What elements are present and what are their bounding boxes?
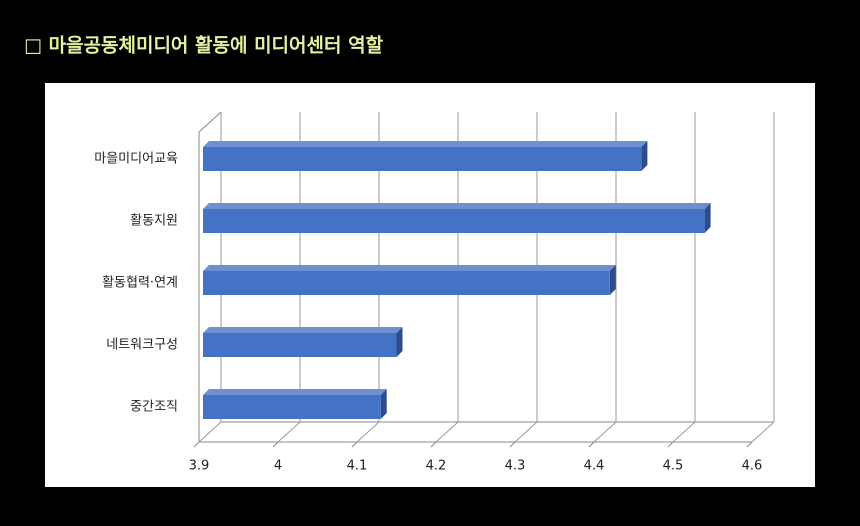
wall-edge	[198, 111, 222, 133]
grid-line	[277, 421, 301, 443]
grid-line	[672, 421, 696, 443]
x-tick-label: 4.6	[742, 459, 763, 474]
grid-line	[198, 421, 222, 443]
tick-mark	[272, 441, 279, 448]
x-tick-label: 3.9	[189, 459, 210, 474]
bar-side	[704, 203, 711, 233]
y-tick-label: 활동협력·연계	[102, 276, 178, 291]
tick-mark	[588, 441, 595, 448]
bar	[203, 147, 642, 171]
bar	[203, 209, 705, 233]
bar	[203, 395, 381, 419]
tick-mark	[351, 441, 358, 448]
y-tick-label: 중간조직	[130, 400, 178, 415]
chart-title: □ 마을공동체미디어 활동에 미디어센터 역할	[24, 34, 384, 57]
x-tick-label: 4.4	[584, 459, 605, 474]
grid-line	[593, 421, 617, 443]
bar-top	[203, 265, 616, 271]
bar-top	[203, 389, 387, 395]
bar	[203, 333, 397, 357]
x-tick-label: 4	[274, 459, 282, 474]
grid-line	[435, 421, 459, 443]
bar	[203, 271, 610, 295]
grid-line	[356, 421, 380, 443]
y-tick-label: 네트워크구성	[106, 338, 178, 353]
tick-mark	[746, 441, 753, 448]
tick-mark	[509, 441, 516, 448]
bar-side	[380, 389, 387, 419]
bar-top	[203, 141, 648, 147]
y-tick-label: 활동지원	[130, 214, 178, 229]
x-tick-label: 4.3	[505, 459, 526, 474]
y-tick-label: 마을미디어교육	[94, 152, 178, 167]
grid-line	[514, 421, 538, 443]
x-tick-label: 4.5	[663, 459, 684, 474]
tick-mark	[193, 441, 200, 448]
x-tick-label: 4.2	[426, 459, 447, 474]
bar-side	[396, 327, 403, 357]
bar-top	[203, 203, 711, 209]
x-tick-label: 4.1	[347, 459, 368, 474]
tick-mark	[667, 441, 674, 448]
bar-side	[609, 265, 616, 295]
tick-mark	[430, 441, 437, 448]
bar-top	[203, 327, 403, 333]
bar-side	[641, 141, 648, 171]
grid-line	[751, 421, 775, 443]
